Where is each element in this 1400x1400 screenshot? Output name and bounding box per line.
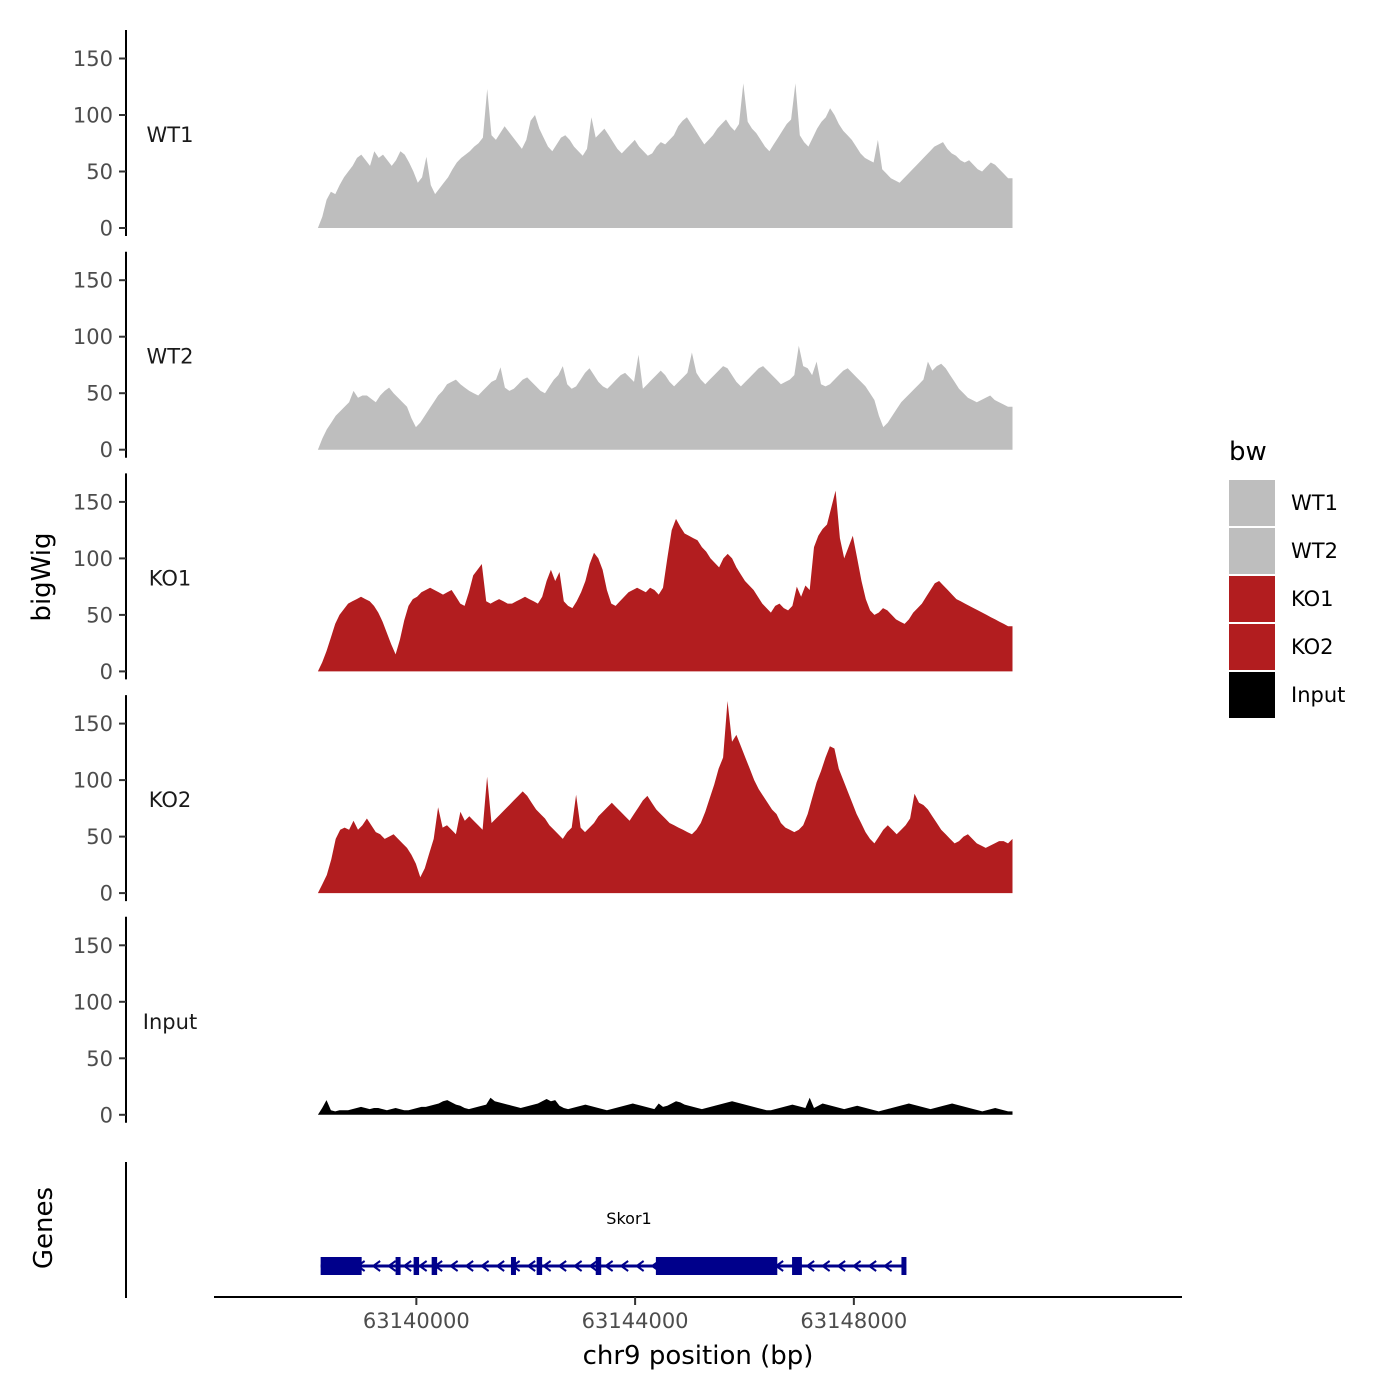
coverage-area-ko2 [317, 701, 1013, 894]
y-tick-label: 50 [86, 160, 113, 184]
coverage-area-wt2 [317, 345, 1013, 450]
legend-swatch-ko2 [1229, 624, 1275, 670]
track-ko2: 0 50 100 150 KO2 [73, 695, 1013, 906]
y-tick-label: 150 [73, 934, 113, 958]
y-tick-label: 150 [73, 490, 113, 514]
gene-panel: Genes Skor1 [29, 1162, 907, 1298]
strand-arrow [603, 1260, 614, 1272]
strand-arrow [836, 1260, 846, 1272]
y-tick-label: 100 [73, 990, 113, 1014]
strand-arrow [526, 1260, 536, 1272]
y-tick-label: 50 [86, 1047, 113, 1071]
y-tick-label: 100 [73, 104, 113, 128]
strand-arrow [634, 1260, 645, 1272]
legend-title: bw [1229, 437, 1267, 467]
exon [395, 1257, 401, 1275]
legend-label-ko2: KO2 [1291, 635, 1334, 659]
legend-swatch-wt1 [1229, 480, 1275, 526]
x-tick-label: 63148000 [800, 1309, 907, 1333]
legend-swatch-ko1 [1229, 576, 1275, 622]
x-axis: 63140000 63144000 63148000 chr9 position (… [214, 1296, 1182, 1371]
exon [595, 1257, 602, 1275]
y-tick-label: 0 [100, 660, 113, 684]
strand-arrow [820, 1260, 831, 1272]
gene-name-label: Skor1 [606, 1209, 651, 1228]
coverage-tracks: 0 50 100 150 WT1 0 50 100 150 WT2 0 50 100 150 KO1 0 50 1… [73, 30, 1013, 1127]
exon [655, 1257, 778, 1275]
y-tick-label: 0 [100, 217, 113, 241]
strand-arrow [386, 1260, 397, 1272]
strand-arrow [557, 1260, 567, 1272]
y-tick-label: 100 [73, 547, 113, 571]
exon [536, 1257, 543, 1275]
legend-label-input: Input [1291, 683, 1345, 707]
y-tick-label: 100 [73, 769, 113, 793]
track-wt2: 0 50 100 150 WT2 [73, 251, 1013, 462]
x-axis-title: chr9 position (bp) [583, 1341, 814, 1371]
track-label-wt1: WT1 [147, 123, 194, 147]
y-tick-label: 50 [86, 825, 113, 849]
legend-label-wt2: WT2 [1291, 539, 1338, 563]
strand-arrow [495, 1260, 505, 1272]
exon [320, 1257, 362, 1275]
y-tick-label: 100 [73, 325, 113, 349]
legend: bw WT1 WT2 KO1 KO2 Input [1229, 437, 1345, 718]
coverage-area-ko1 [317, 490, 1013, 672]
y-axis-title: bigWig [27, 532, 57, 621]
coverage-area-wt1 [317, 83, 1013, 229]
legend-swatch-wt2 [1229, 528, 1275, 574]
legend-label-wt1: WT1 [1291, 491, 1338, 515]
y-tick-label: 50 [86, 603, 113, 627]
strand-arrow [402, 1260, 412, 1272]
x-axis-ticks: 63140000 63144000 63148000 [363, 1297, 907, 1333]
gene-model [320, 1257, 907, 1275]
track-label-ko1: KO1 [149, 566, 192, 590]
track-input: 0 50 100 150 Input [73, 916, 1013, 1127]
y-tick-label: 150 [73, 47, 113, 71]
exon [792, 1257, 802, 1275]
strand-arrow [882, 1260, 893, 1272]
track-label-ko2: KO2 [149, 788, 192, 812]
legend-items: WT1 WT2 KO1 KO2 Input [1229, 480, 1345, 718]
exon [901, 1257, 907, 1275]
y-tick-label: 0 [100, 1103, 113, 1127]
x-tick-label: 63144000 [582, 1309, 689, 1333]
exon [431, 1257, 438, 1275]
gene-track-title: Genes [29, 1187, 59, 1269]
strand-arrow [479, 1260, 490, 1272]
track-label-input: Input [143, 1010, 197, 1034]
strand-arrow [572, 1260, 583, 1272]
strand-arrow [851, 1260, 862, 1272]
strand-arrow [371, 1260, 381, 1272]
y-tick-label: 150 [73, 269, 113, 293]
x-tick-label: 63140000 [363, 1309, 470, 1333]
strand-arrow [588, 1260, 598, 1272]
strand-arrow [464, 1260, 474, 1272]
track-label-wt2: WT2 [147, 345, 194, 369]
strand-arrow [448, 1260, 459, 1272]
y-tick-label: 0 [100, 882, 113, 906]
strand-arrow [867, 1260, 877, 1272]
y-tick-label: 150 [73, 712, 113, 736]
exon [510, 1257, 516, 1275]
track-ko1: 0 50 100 150 KO1 [73, 473, 1013, 684]
y-tick-label: 0 [100, 438, 113, 462]
strand-arrow [417, 1260, 428, 1272]
y-tick-label: 50 [86, 382, 113, 406]
strand-arrow [805, 1260, 815, 1272]
legend-label-ko1: KO1 [1291, 587, 1334, 611]
strand-arrow [619, 1260, 629, 1272]
exon [413, 1257, 420, 1275]
track-wt1: 0 50 100 150 WT1 [73, 30, 1013, 241]
coverage-area-input [317, 1097, 1013, 1115]
legend-swatch-input [1229, 672, 1275, 718]
strand-arrow [541, 1260, 552, 1272]
